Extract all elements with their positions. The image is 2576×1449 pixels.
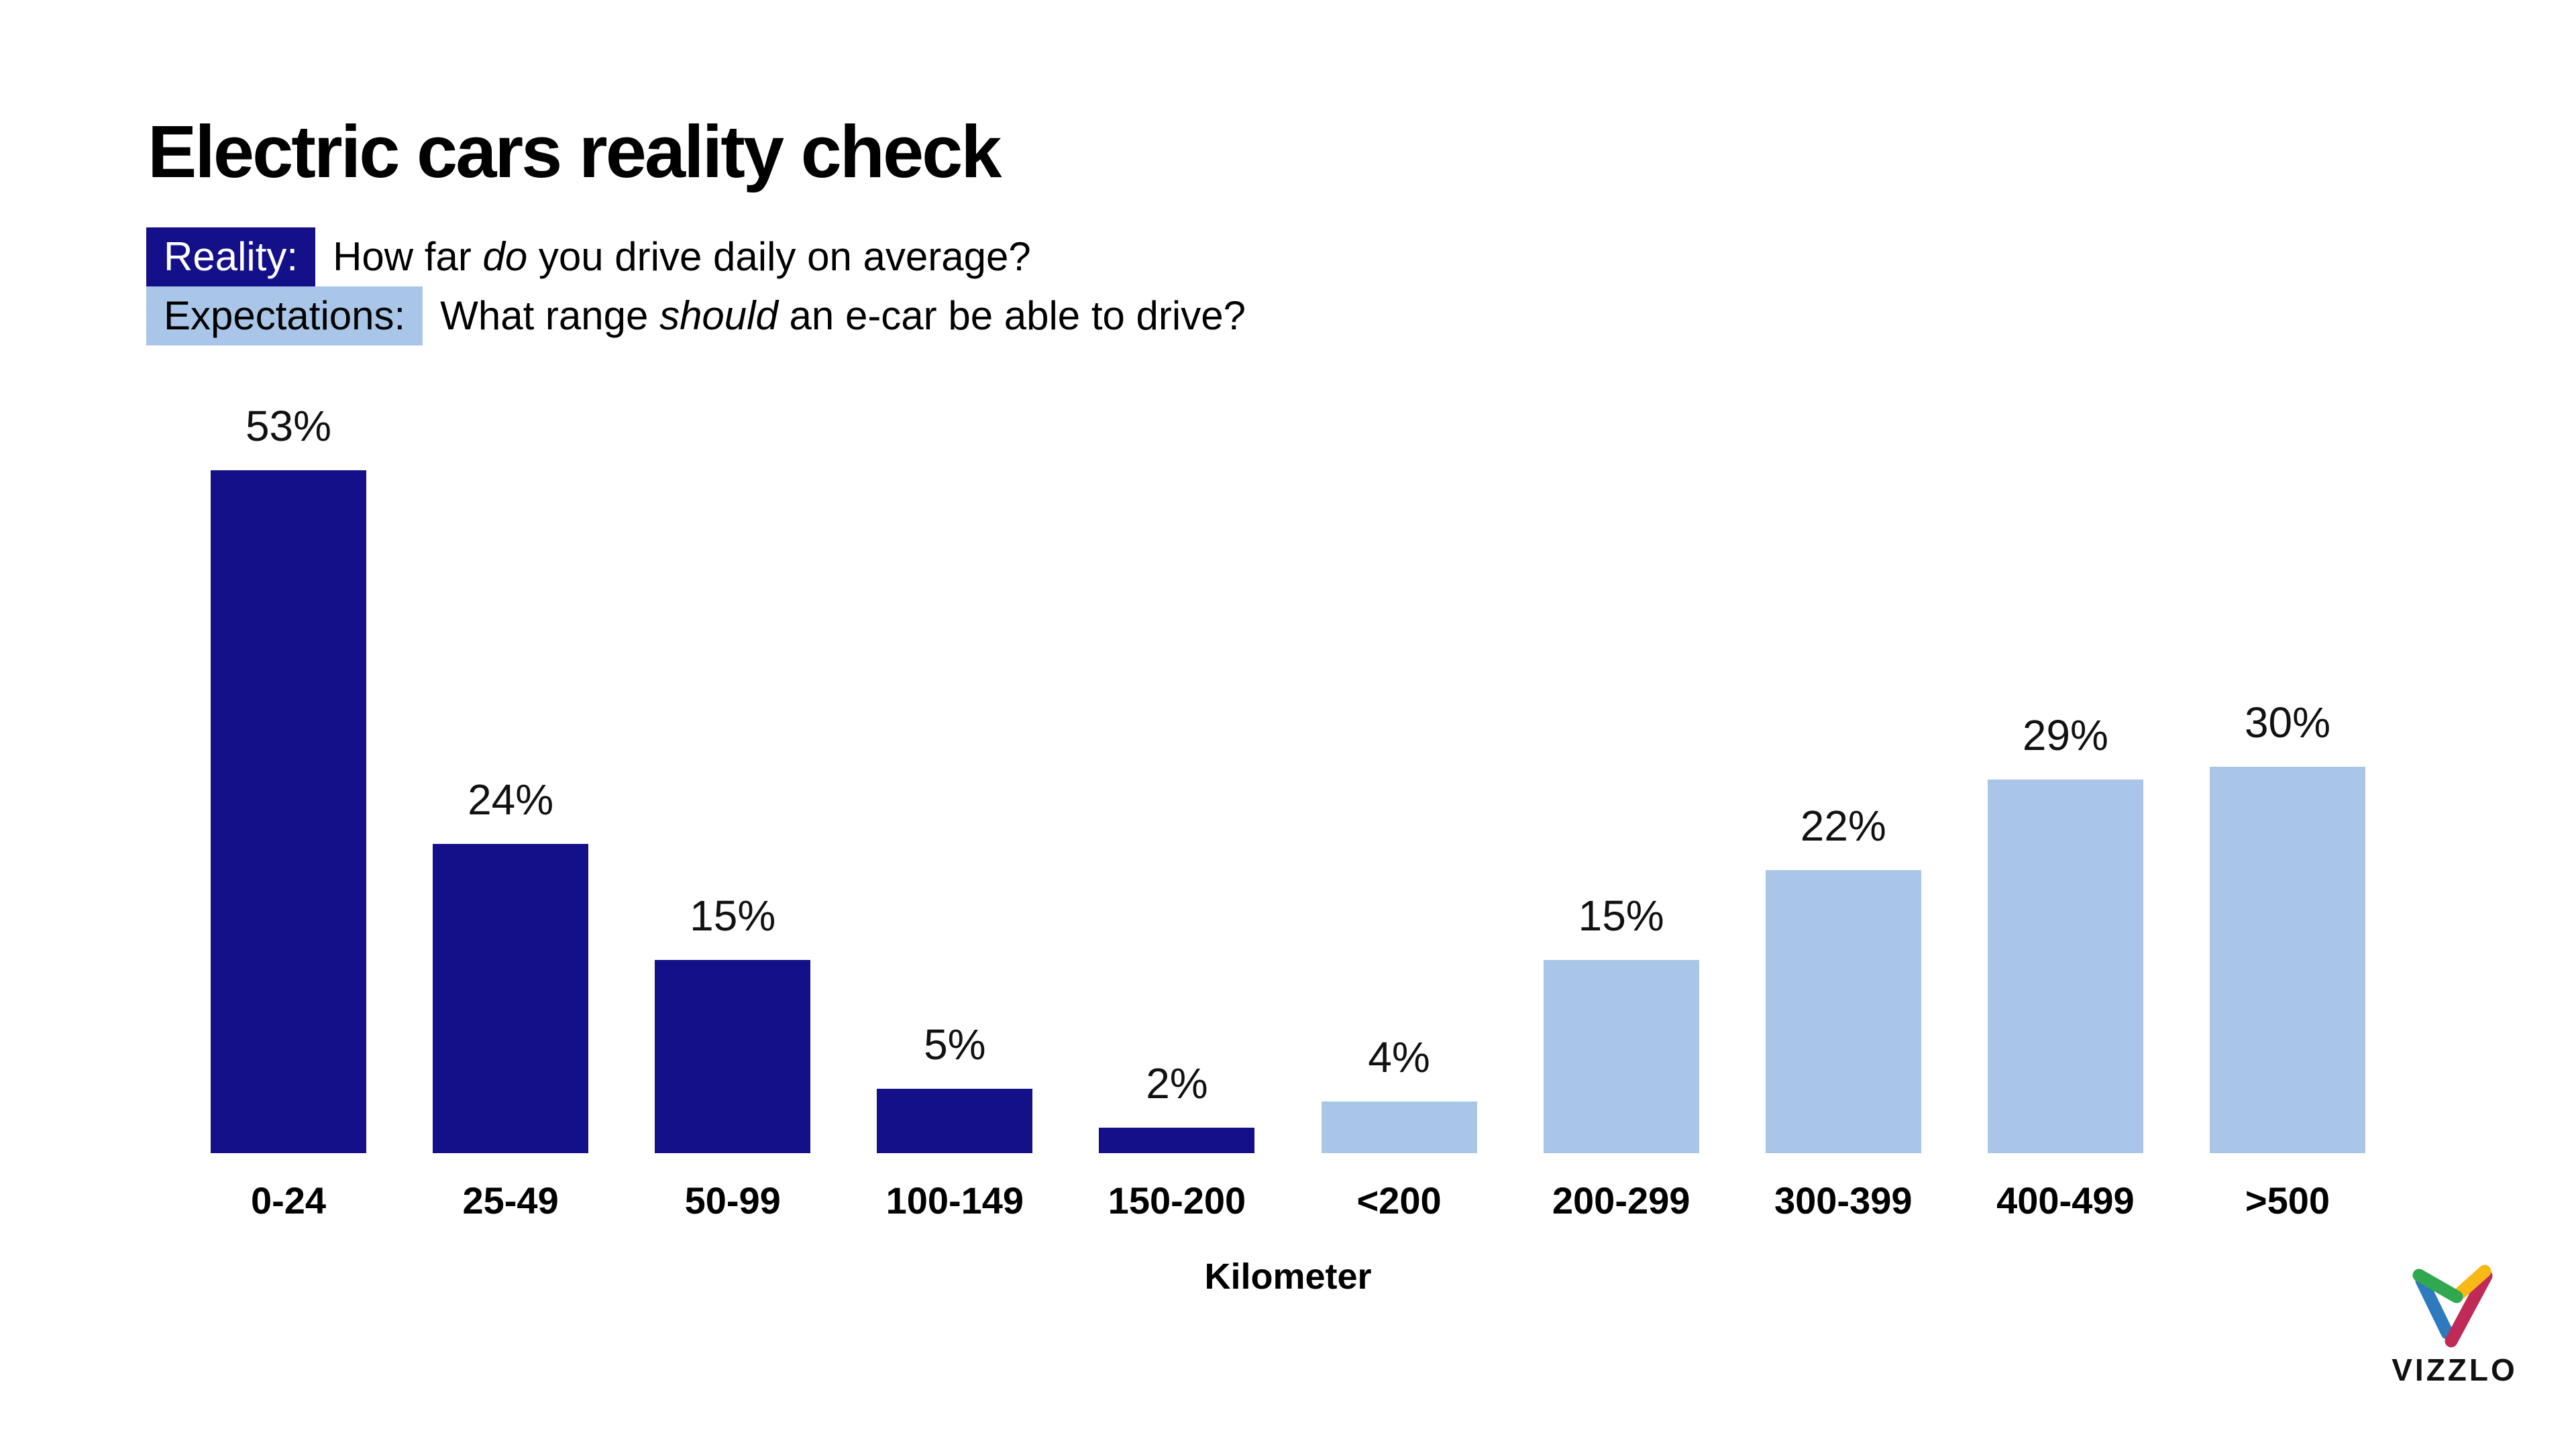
x-axis-title: Kilometer [1204, 1256, 1372, 1297]
bar-expectations->500 [2209, 767, 2365, 1153]
bar-row: 53% 24% 15% 5% 2% 4% 15% 22% 29% 30% [211, 376, 2365, 1153]
bar-group-300-399: 22% [1765, 802, 1921, 1153]
bar-value-label: 53% [245, 402, 332, 450]
logo-stroke-red [2445, 1269, 2493, 1348]
bar-expectations-400-499 [1987, 780, 2143, 1153]
category-row: 0-24 25-49 50-99 100-149 150-200 <200 200-299 3… [211, 1182, 2365, 1220]
category-label-50-99: 50-99 [684, 1179, 781, 1222]
bar-expectations-200-299 [1543, 960, 1699, 1153]
category-label-150-200: 150-200 [1108, 1179, 1246, 1222]
legend-question-expectations: What range should an e-car be able to dr… [440, 286, 1246, 345]
bar-value-label: 4% [1368, 1033, 1430, 1081]
bar-group-200-299: 15% [1543, 892, 1699, 1153]
category-label-0-24: 0-24 [250, 1179, 327, 1222]
logo-stroke-green [2412, 1269, 2463, 1303]
category-label->500: >500 [2245, 1179, 2330, 1222]
legend-question-post: you drive daily on average? [527, 234, 1031, 279]
category-label-25-49: 25-49 [462, 1179, 559, 1222]
legend-question-emphasis: should [659, 293, 778, 338]
category-label-200-299: 200-299 [1552, 1179, 1690, 1222]
category-label-<200: <200 [1356, 1179, 1442, 1222]
logo-stroke-yellow [2454, 1265, 2491, 1299]
category-label-400-499: 400-499 [1996, 1179, 2135, 1222]
legend: Reality: How far do you drive daily on a… [146, 227, 1246, 345]
category-label-300-399: 300-399 [1774, 1179, 1913, 1222]
bar-reality-25-49 [433, 844, 589, 1153]
bar-value-label: 30% [2244, 698, 2331, 747]
bar-value-label: 29% [2022, 711, 2108, 759]
bar-group-<200: 4% [1321, 1033, 1477, 1153]
bar-group-50-99: 15% [655, 892, 811, 1153]
legend-question-emphasis: do [482, 234, 528, 279]
vizzlo-logo-icon [2412, 1265, 2493, 1348]
bar-group-25-49: 24% [433, 775, 589, 1153]
bar-expectations-<200 [1321, 1102, 1477, 1153]
bar-group->500: 30% [2209, 698, 2365, 1153]
bar-value-label: 5% [924, 1020, 986, 1069]
bar-reality-150-200 [1099, 1128, 1255, 1153]
bar-reality-100-149 [877, 1089, 1033, 1153]
bar-value-label: 15% [690, 892, 776, 940]
page-title: Electric cars reality check [148, 111, 1002, 193]
vizzlo-logo-text: VIZZLO [2392, 1352, 2518, 1387]
vizzlo-branding: VIZZLO [2392, 1265, 2515, 1385]
category-label-100-149: 100-149 [885, 1179, 1024, 1222]
legend-tag-expectations: Expectations: [146, 286, 423, 345]
legend-question-pre: What range [440, 293, 660, 338]
bar-value-label: 24% [468, 775, 554, 824]
bar-group-0-24: 53% [211, 405, 366, 1153]
legend-tag-reality: Reality: [146, 227, 316, 286]
bar-group-150-200: 2% [1099, 1059, 1255, 1153]
bar-value-label: 22% [1800, 802, 1886, 850]
bar-reality-0-24 [211, 470, 366, 1153]
bar-reality-50-99 [655, 960, 811, 1153]
legend-line-reality: Reality: How far do you drive daily on a… [146, 227, 1246, 286]
legend-question-pre: How far [333, 234, 483, 279]
legend-question-post: an e-car be able to drive? [777, 293, 1246, 338]
bar-group-400-499: 29% [1987, 711, 2143, 1153]
legend-line-expectations: Expectations: What range should an e-car… [146, 286, 1246, 345]
bar-value-label: 2% [1146, 1059, 1208, 1108]
logo-stroke-blue [2415, 1274, 2454, 1340]
bar-group-100-149: 5% [877, 1020, 1033, 1153]
legend-question-reality: How far do you drive daily on average? [333, 227, 1031, 286]
bar-expectations-300-399 [1765, 870, 1921, 1153]
bar-value-label: 15% [1578, 892, 1664, 940]
